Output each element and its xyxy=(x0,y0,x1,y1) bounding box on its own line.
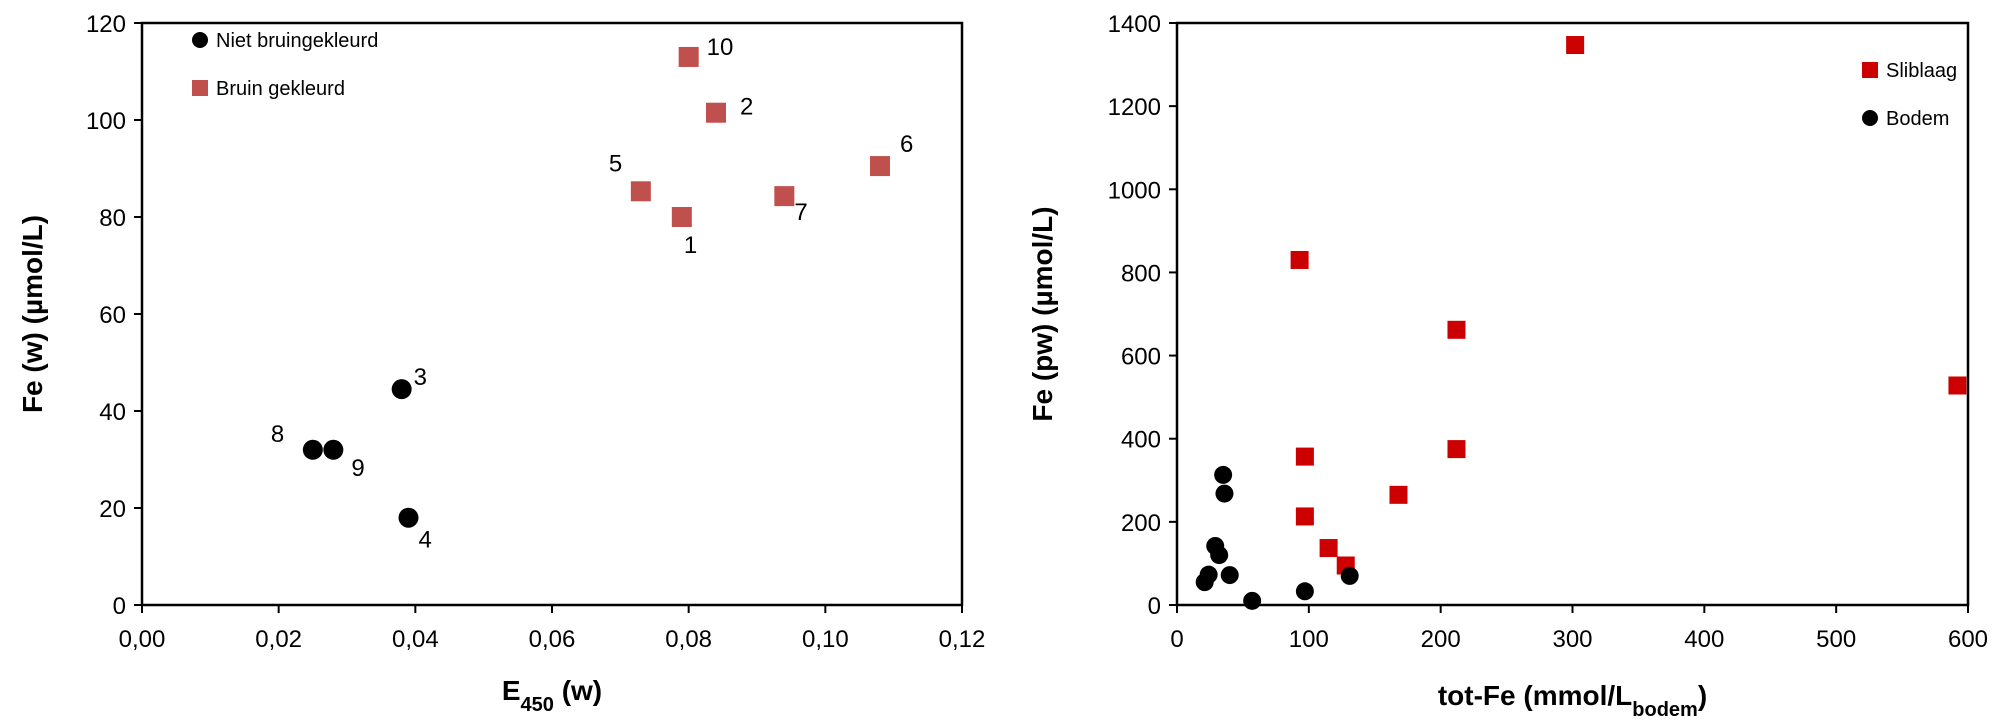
data-point-circle xyxy=(1243,591,1262,610)
y-tick-label: 120 xyxy=(86,11,126,38)
x-tick-label: 0,08 xyxy=(665,626,712,653)
y-tick-label: 1400 xyxy=(1108,11,1161,38)
y-tick-label: 20 xyxy=(99,496,126,523)
y-axis-title: Fe (w) (µmol/L) xyxy=(17,215,48,413)
x-axis-title: E450 (w) xyxy=(502,675,602,716)
data-point-square xyxy=(706,102,726,123)
x-tick-label: 400 xyxy=(1684,626,1724,653)
x-tick-label: 200 xyxy=(1421,626,1461,653)
point-label: 10 xyxy=(707,34,734,61)
y-tick-label: 200 xyxy=(1121,510,1161,537)
data-point-square xyxy=(630,181,651,202)
x-tick-label: 0,04 xyxy=(392,626,439,653)
series-sliblaag xyxy=(1290,36,1967,575)
legend-marker-circle xyxy=(1862,110,1878,126)
legend-label: Bruin gekleurd xyxy=(216,78,345,100)
point-label: 2 xyxy=(740,94,753,121)
legend-label: Sliblaag xyxy=(1886,60,1957,82)
y-tick-label: 600 xyxy=(1121,344,1161,371)
legend-marker-circle xyxy=(192,32,208,48)
data-point-circle xyxy=(1195,573,1214,592)
data-point-square xyxy=(678,46,699,67)
data-point-square xyxy=(1447,440,1466,459)
x-tick-label: 0,02 xyxy=(255,626,302,653)
data-point-circle xyxy=(1214,465,1233,484)
data-point-circle xyxy=(1210,546,1229,565)
series-niet-bruingekleurd: 3 8 9 4 xyxy=(271,364,432,554)
x-tick-label: 0 xyxy=(1170,626,1183,653)
data-point-circle xyxy=(1295,582,1314,601)
legend: Niet bruingekleurd Bruin gekleurd xyxy=(192,30,378,100)
data-point-circle xyxy=(1220,566,1239,585)
legend-marker-square xyxy=(192,80,208,96)
x-tick-label: 0,10 xyxy=(802,626,849,653)
series-bodem xyxy=(1195,465,1359,610)
point-label: 9 xyxy=(351,455,364,482)
point-label: 5 xyxy=(609,150,622,177)
point-label: 3 xyxy=(414,364,427,391)
y-tick-label: 400 xyxy=(1121,427,1161,454)
data-point-circle xyxy=(1340,566,1359,585)
data-point-circle xyxy=(1215,484,1234,503)
plot-area-frame xyxy=(140,21,964,607)
legend-marker-square xyxy=(1862,62,1878,78)
plot-area-frame xyxy=(1175,21,1970,607)
x-tick-label: 300 xyxy=(1552,626,1592,653)
y-tick-label: 1200 xyxy=(1108,94,1161,121)
data-point-square xyxy=(1319,539,1338,558)
y-tick-label: 100 xyxy=(86,108,126,135)
data-point-square xyxy=(1948,376,1967,395)
y-axis-title: Fe (pw) (µmol/L) xyxy=(1027,206,1058,421)
data-point-square xyxy=(1290,250,1309,269)
data-point-square xyxy=(1447,320,1466,339)
data-point-square xyxy=(1389,485,1408,504)
x-axis-title: tot-Fe (mmol/Lbodem) xyxy=(1438,680,1707,721)
x-tick-label: 500 xyxy=(1816,626,1856,653)
legend: Sliblaag Bodem xyxy=(1862,60,1957,130)
point-label: 6 xyxy=(900,131,913,158)
data-point-square xyxy=(1295,447,1314,466)
scatter-chart-1: 0,00 0,02 0,04 0,06 0,08 0,10 0,12 0 20 40 60 80 100… xyxy=(17,11,985,716)
x-tick-label: 0,12 xyxy=(939,626,986,653)
point-label: 8 xyxy=(271,421,284,448)
data-point-circle xyxy=(302,439,323,460)
series-bruin-gekleurd: 10 2 6 5 7 1 xyxy=(609,34,914,259)
point-label: 7 xyxy=(794,199,807,226)
data-point-square xyxy=(1295,507,1314,526)
y-tick-label: 0 xyxy=(1148,593,1161,620)
point-label: 4 xyxy=(419,527,432,554)
x-tick-label: 600 xyxy=(1948,626,1988,653)
data-point-square xyxy=(1566,36,1585,55)
data-point-square xyxy=(870,156,890,177)
data-point-circle xyxy=(391,379,412,400)
y-tick-label: 60 xyxy=(99,302,126,329)
x-tick-label: 100 xyxy=(1289,626,1329,653)
scatter-chart-2: 0 100 200 300 400 500 600 0 200 400 600 800 1000 1200… xyxy=(1027,11,1988,721)
data-point-circle xyxy=(323,439,344,460)
data-point-circle xyxy=(398,507,419,528)
data-point-square xyxy=(671,207,692,227)
legend-label: Bodem xyxy=(1886,108,1949,130)
y-tick-label: 40 xyxy=(99,399,126,426)
point-label: 1 xyxy=(684,232,697,259)
legend-label: Niet bruingekleurd xyxy=(216,30,378,52)
x-tick-label: 0,06 xyxy=(529,626,576,653)
data-point-square xyxy=(774,186,795,207)
y-tick-label: 80 xyxy=(99,205,126,232)
y-tick-label: 1000 xyxy=(1108,177,1161,204)
y-tick-label: 800 xyxy=(1121,260,1161,287)
x-tick-label: 0,00 xyxy=(119,626,166,653)
y-tick-label: 0 xyxy=(113,593,126,620)
